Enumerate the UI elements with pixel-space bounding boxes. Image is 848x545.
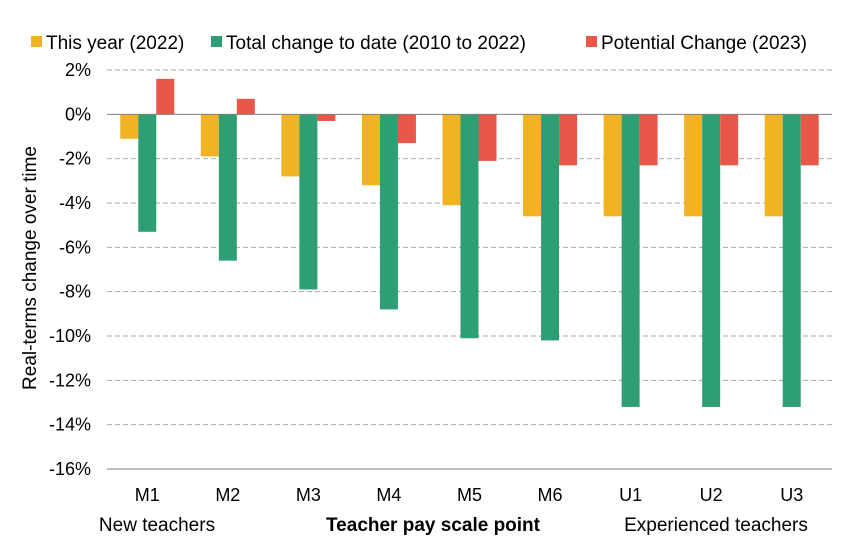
bar-M4-series-3 bbox=[397, 114, 416, 144]
bar-U2-series-1 bbox=[684, 114, 703, 217]
bar-M6-series-1 bbox=[523, 114, 542, 217]
bar-M6-series-3 bbox=[559, 114, 578, 166]
bar-U2-series-3 bbox=[720, 114, 739, 166]
y-axis-title: Real-terms change over time bbox=[20, 146, 41, 390]
y-tick-label: -8% bbox=[59, 282, 91, 302]
bar-U3-series-1 bbox=[764, 114, 783, 217]
y-tick-label: -12% bbox=[49, 370, 91, 390]
bar-U1-series-1 bbox=[603, 114, 622, 217]
x-axis-title: Teacher pay scale point bbox=[326, 515, 541, 536]
legend-swatch-1 bbox=[31, 36, 42, 47]
bar-U2-series-2 bbox=[702, 114, 721, 407]
bar-U3-series-2 bbox=[782, 114, 801, 407]
bar-M1-series-1 bbox=[120, 114, 139, 139]
x-tick-label-U2: U2 bbox=[700, 485, 723, 505]
bar-M4-series-2 bbox=[379, 114, 398, 310]
bar-M3-series-2 bbox=[299, 114, 318, 290]
x-annotation-experienced-teachers: Experienced teachers bbox=[624, 515, 808, 536]
bars bbox=[120, 78, 819, 407]
x-tick-label-M4: M4 bbox=[376, 485, 401, 505]
legend-label-3: Potential Change (2023) bbox=[601, 33, 807, 54]
bar-M2-series-1 bbox=[200, 114, 219, 157]
bar-M3-series-3 bbox=[317, 114, 336, 121]
bar-U3-series-3 bbox=[800, 114, 819, 166]
y-tick-label: -4% bbox=[59, 193, 91, 213]
x-tick-label-M2: M2 bbox=[215, 485, 240, 505]
axes: 2% 0% -2% -4% -6% -8% -10% -12% -14% -16% M1 M2 M3 M4… bbox=[49, 60, 832, 505]
x-tick-label-M3: M3 bbox=[296, 485, 321, 505]
y-tick-label: -10% bbox=[49, 326, 91, 346]
bar-M5-series-3 bbox=[478, 114, 497, 161]
bar-M2-series-2 bbox=[218, 114, 237, 261]
x-tick-label-U3: U3 bbox=[780, 485, 803, 505]
y-tick-label: 0% bbox=[65, 104, 91, 124]
x-tick-label-U1: U1 bbox=[619, 485, 642, 505]
x-annotation-new-teachers: New teachers bbox=[99, 515, 215, 536]
legend-swatch-2 bbox=[211, 36, 222, 47]
y-tick-label: 2% bbox=[65, 60, 91, 80]
x-tick-label-M1: M1 bbox=[135, 485, 160, 505]
bar-U1-series-3 bbox=[639, 114, 658, 166]
bar-M1-series-2 bbox=[138, 114, 157, 232]
y-tick-label: -14% bbox=[49, 415, 91, 435]
bar-M4-series-1 bbox=[361, 114, 380, 186]
bar-M5-series-2 bbox=[460, 114, 479, 339]
bar-M6-series-2 bbox=[541, 114, 560, 341]
bar-U1-series-2 bbox=[621, 114, 640, 407]
bar-M5-series-1 bbox=[442, 114, 461, 206]
bar-M1-series-3 bbox=[156, 78, 175, 115]
x-tick-label-M6: M6 bbox=[538, 485, 563, 505]
legend: This year (2022) Total change to date (20… bbox=[31, 33, 807, 54]
bar-M3-series-1 bbox=[281, 114, 300, 177]
legend-swatch-3 bbox=[586, 36, 597, 47]
legend-label-1: This year (2022) bbox=[46, 33, 184, 54]
x-tick-label-M5: M5 bbox=[457, 485, 482, 505]
y-tick-label: -16% bbox=[49, 459, 91, 479]
legend-label-2: Total change to date (2010 to 2022) bbox=[226, 33, 526, 54]
y-tick-label: -2% bbox=[59, 149, 91, 169]
bar-M2-series-3 bbox=[236, 98, 255, 115]
y-tick-label: -6% bbox=[59, 237, 91, 257]
